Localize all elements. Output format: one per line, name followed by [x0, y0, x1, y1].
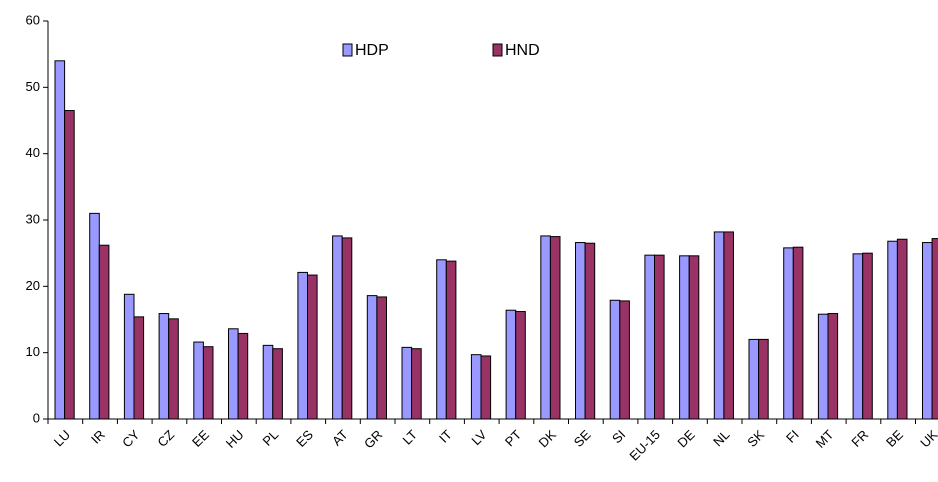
bar — [470, 354, 482, 420]
bar — [609, 299, 621, 420]
bar — [480, 355, 492, 420]
x-tick-label: UK — [917, 427, 938, 451]
x-tick-label: HU — [223, 427, 247, 451]
x-tick-label: PL — [259, 427, 281, 449]
bar — [366, 295, 378, 420]
x-tick-label: MT — [813, 427, 837, 451]
bar — [193, 341, 204, 420]
bar — [688, 255, 700, 420]
legend-text: HND — [505, 42, 540, 59]
x-tick-label: SK — [744, 427, 767, 450]
bar — [713, 231, 725, 420]
bar — [228, 328, 239, 420]
bar — [827, 313, 839, 420]
bar — [758, 338, 769, 420]
bar — [297, 271, 308, 420]
bar — [783, 247, 794, 420]
bar — [64, 110, 75, 420]
bar — [341, 237, 353, 420]
x-tick-label: DK — [536, 427, 560, 451]
bar — [262, 344, 274, 420]
bar — [158, 313, 170, 420]
bar — [123, 293, 135, 420]
y-tick-label: 0 — [33, 410, 40, 425]
bar — [98, 244, 110, 420]
y-tick-label: 40 — [26, 145, 40, 160]
bar — [792, 246, 804, 420]
bar — [376, 296, 387, 420]
bar — [332, 235, 343, 420]
bar — [540, 235, 551, 420]
bar — [445, 260, 457, 420]
x-tick-label: FR — [848, 427, 871, 450]
x-tick-label: IR — [88, 427, 108, 447]
bar — [862, 252, 873, 420]
bar — [549, 236, 561, 420]
x-tick-label: FI — [783, 427, 802, 446]
bar — [401, 346, 413, 420]
legend-text: HDP — [355, 42, 389, 59]
x-tick-label: NL — [710, 427, 732, 449]
x-tick-label: DE — [674, 427, 698, 451]
x-tick-label: SI — [609, 427, 628, 446]
legend-swatch — [492, 43, 503, 57]
bar — [54, 60, 66, 420]
bar — [168, 318, 179, 420]
x-tick-label: EU-15 — [626, 427, 663, 464]
bar — [619, 300, 630, 420]
x-tick-label: CY — [119, 427, 143, 451]
y-tick-label: 30 — [26, 211, 40, 226]
bar — [133, 316, 145, 420]
bar — [584, 242, 596, 420]
x-tick-label: GR — [361, 427, 385, 451]
bar — [644, 254, 656, 420]
bar — [896, 238, 908, 420]
bar — [272, 348, 283, 420]
bar — [887, 240, 898, 420]
bar — [515, 311, 526, 420]
x-tick-label: LT — [399, 427, 420, 448]
x-tick-label: EE — [189, 427, 212, 450]
bar — [237, 332, 249, 420]
x-tick-label: CZ — [154, 427, 177, 450]
y-tick-label: 10 — [26, 344, 40, 359]
y-tick-label: 50 — [26, 79, 40, 94]
bar — [575, 242, 586, 420]
x-tick-label: ES — [293, 427, 316, 450]
bar — [748, 338, 760, 420]
bar — [654, 254, 665, 420]
bar — [817, 313, 829, 420]
x-tick-label: AT — [329, 427, 351, 449]
y-tick-label: 20 — [26, 278, 40, 293]
bar — [202, 346, 214, 420]
x-tick-label: LU — [51, 427, 73, 449]
x-tick-label: BE — [883, 427, 906, 450]
bar — [922, 242, 933, 420]
x-tick-label: PT — [502, 427, 524, 449]
bar — [307, 274, 318, 420]
legend-swatch — [342, 43, 353, 57]
bar — [723, 231, 735, 420]
bar — [505, 309, 517, 420]
bar — [852, 253, 864, 420]
x-tick-label: IT — [436, 427, 455, 446]
bar — [89, 212, 100, 420]
x-tick-label: SE — [571, 427, 594, 450]
y-tick-label: 60 — [26, 12, 40, 27]
bar — [436, 259, 447, 420]
bar — [679, 255, 690, 420]
x-tick-label: LV — [468, 427, 489, 448]
bar — [411, 348, 422, 420]
bar — [931, 238, 938, 420]
